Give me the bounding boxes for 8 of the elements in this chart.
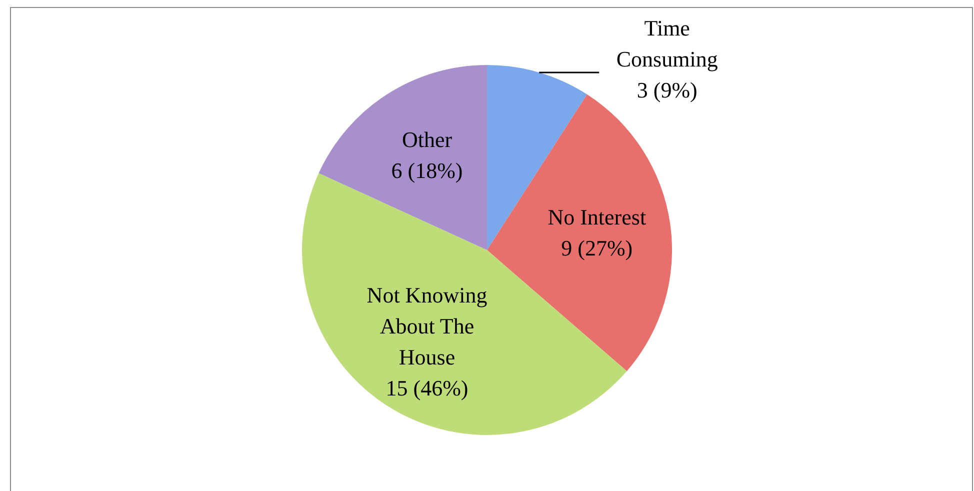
data-label: 15 (46%) [386,376,468,401]
data-label: 6 (18%) [391,158,463,183]
data-label: 3 (9%) [636,77,698,102]
slice-label: Other [402,126,453,152]
slice-label: Time Consuming [616,15,718,72]
data-label: 9 (27%) [561,235,633,260]
slice-label: Not Knowing About The House [366,282,488,370]
slice-label: No Interest [548,204,646,230]
